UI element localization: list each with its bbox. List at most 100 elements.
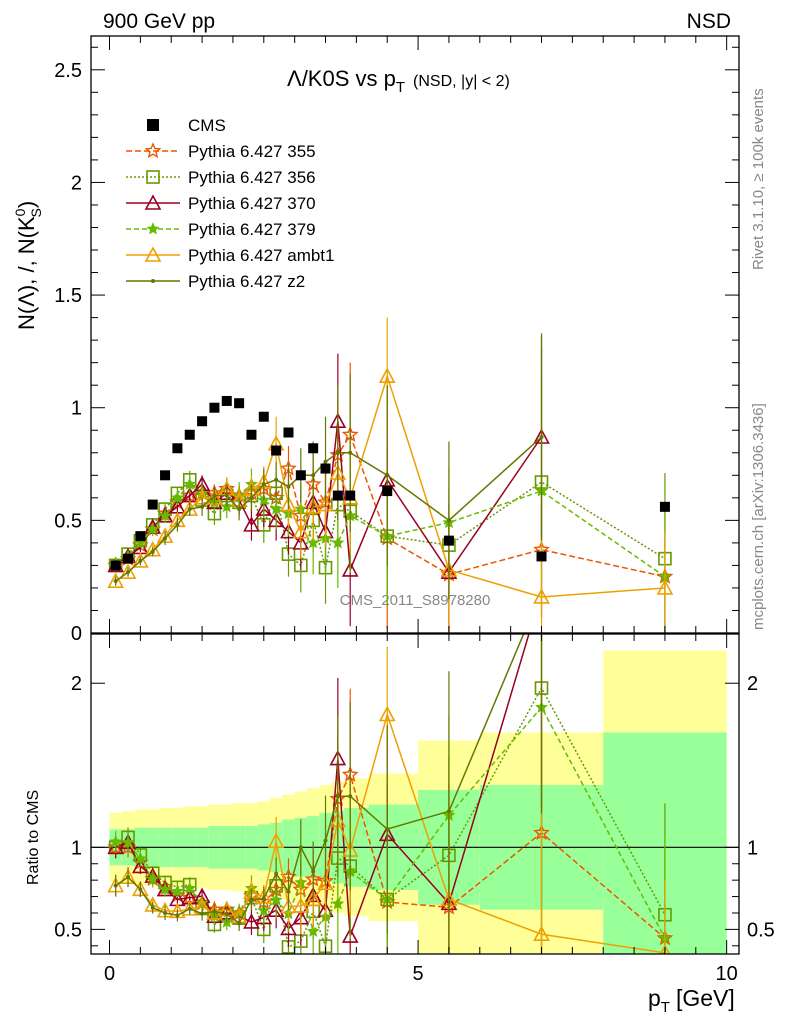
star-marker [269, 893, 283, 906]
main-plot-area [107, 317, 674, 633]
data-point [147, 119, 159, 131]
dot-marker [224, 493, 229, 498]
dot-marker [163, 536, 168, 541]
triangle-marker [656, 579, 674, 595]
data-point [135, 531, 146, 542]
dot-marker [187, 507, 192, 512]
x-tick-label: 5 [413, 963, 424, 985]
data-point [147, 499, 158, 510]
dot-marker [446, 809, 451, 814]
dot-marker [212, 909, 217, 914]
legend-label: CMS [188, 116, 226, 135]
triangle-marker [280, 522, 297, 539]
dot-marker [446, 518, 451, 523]
dot-marker [274, 871, 279, 876]
data-point [123, 553, 134, 564]
triangle-marker [659, 944, 671, 954]
data-point [332, 490, 343, 501]
legend-label: Pythia 6.427 370 [188, 194, 316, 213]
dot-marker [237, 507, 242, 512]
data-point [234, 398, 245, 409]
dot-marker [200, 504, 205, 509]
y-tick-label: 0.5 [54, 510, 82, 532]
dot-marker [261, 896, 266, 901]
y-tick-label: 1 [71, 398, 82, 420]
dot-marker [385, 827, 390, 832]
star-marker [158, 509, 172, 522]
series-ratio [113, 634, 543, 952]
chart-title: Λ/K0S vs pT (NSD, |y| < 2) [287, 66, 510, 96]
dot-marker [150, 905, 155, 910]
triangle-marker [280, 495, 297, 512]
ratio-frame [90, 633, 740, 955]
analysis-watermark: CMS_2011_S8978280 [340, 592, 491, 609]
dot-marker [539, 435, 544, 440]
data-point [246, 429, 257, 440]
triangle-marker [267, 832, 285, 849]
series-main [109, 378, 672, 633]
mcplots-source-label: mcplots.cern.ch [arXiv:1306.3436] [750, 403, 767, 630]
main-y-axis-label: N(Λ), /, N(K0S) [12, 201, 44, 330]
triangle-marker [243, 516, 260, 532]
star-marker [170, 884, 184, 897]
star-marker [146, 522, 160, 535]
data-point [283, 427, 294, 438]
y-tick-label: 2 [71, 172, 82, 194]
dot-marker [212, 493, 217, 498]
legend-entry: Pythia 6.427 ambt1 [126, 246, 334, 265]
axes: 0 5 10 0 0.5 1 1.5 2 2.5 0.5 0.5 1 1 2 2 [54, 35, 775, 985]
triangle-marker [280, 919, 297, 936]
triangle-marker [181, 900, 199, 916]
x-tick-label: 0 [104, 963, 115, 985]
data-point [271, 445, 282, 456]
dot-marker [126, 875, 131, 880]
data-point [221, 395, 232, 406]
dot-marker [224, 912, 229, 917]
star-marker [331, 896, 345, 910]
dot-marker [323, 459, 328, 464]
dot-marker [335, 450, 340, 455]
star-marker [269, 502, 283, 515]
dot-marker [138, 558, 143, 563]
dot-marker [150, 549, 155, 554]
legend-entry: Pythia 6.427 379 [126, 220, 316, 239]
legend-label: Pythia 6.427 379 [188, 220, 316, 239]
legend-entry: Pythia 6.427 370 [126, 194, 316, 213]
star-marker [170, 490, 184, 504]
ratio-plot-area [91, 634, 739, 954]
star-marker [146, 872, 160, 885]
data-point [184, 429, 195, 440]
data-point [209, 402, 220, 413]
triangle-marker [107, 572, 125, 588]
triangle-marker [119, 563, 137, 579]
series-line [115, 478, 666, 568]
dot-marker [237, 920, 242, 925]
dot-marker [249, 495, 254, 500]
ratio-tick-label: 1 [71, 837, 82, 859]
dot-marker [385, 473, 390, 478]
triangle-marker [533, 588, 550, 604]
dot-marker [175, 913, 180, 918]
legend-entry: Pythia 6.427 355 [126, 142, 316, 161]
triangle-marker [144, 246, 162, 262]
triangle-marker [132, 552, 149, 568]
ratio-tick-label-right: 0.5 [747, 919, 775, 941]
triangle-marker [304, 890, 322, 907]
star-marker [158, 882, 172, 896]
triangle-marker [317, 874, 334, 891]
legend-entry: Pythia 6.427 z2 [126, 272, 305, 291]
star-marker [109, 835, 123, 848]
dot-marker [311, 473, 316, 478]
triangle-marker [317, 495, 334, 512]
dot-marker [286, 484, 291, 489]
triangle-marker [280, 897, 297, 914]
dot-marker [138, 887, 143, 892]
ratio-tick-label-right: 1 [747, 837, 758, 859]
ratio-y-axis-label: Ratio to CMS [25, 790, 42, 885]
triangle-marker [292, 897, 310, 913]
legend-entry: CMS [147, 116, 226, 135]
square-marker [146, 170, 160, 184]
dot-marker [274, 477, 279, 482]
dot-marker [163, 910, 168, 915]
